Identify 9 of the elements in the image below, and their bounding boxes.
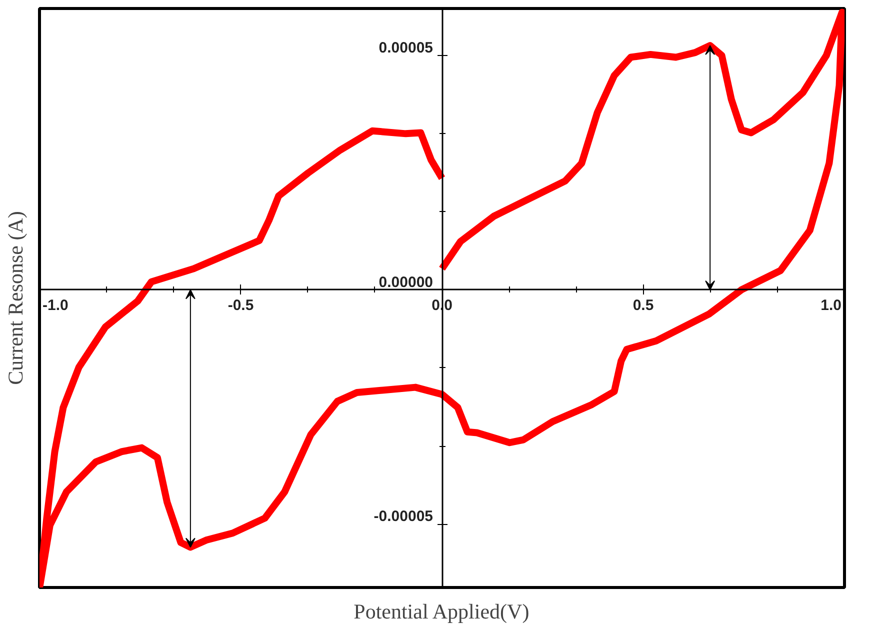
- x-tick-label: -1.0: [42, 296, 68, 314]
- x-axis-title: Potential Applied(V): [354, 600, 530, 624]
- y-tick-label: 0.00000: [378, 274, 434, 291]
- y-axis-title: Current Resonse (A): [4, 211, 28, 385]
- y-tick-label: 0.00005: [378, 39, 434, 56]
- x-tick-label: 1.0: [820, 296, 842, 314]
- y-tick-label: -0.00005: [374, 508, 433, 526]
- x-tick-label: -0.5: [228, 296, 254, 314]
- x-tick-label: 0.5: [632, 296, 654, 314]
